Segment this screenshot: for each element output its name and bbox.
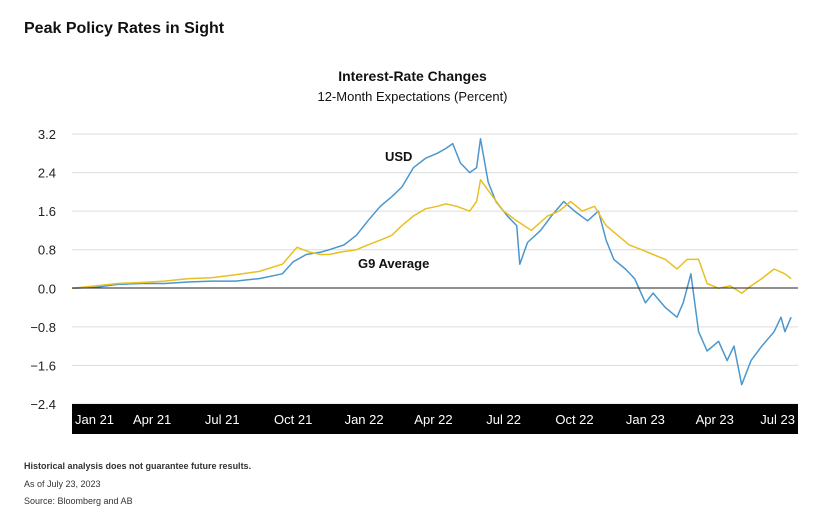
y-axis-tick-labels: 3.2 2.4 1.6 0.8 0.0 −0.8 −1.6 −2.4 <box>30 127 56 412</box>
y-tick-label: 0.8 <box>38 243 56 258</box>
x-tick-label: Apr 21 <box>133 412 171 427</box>
x-tick-label: Jan 21 <box>75 412 114 427</box>
g9-average-series-line <box>71 179 792 294</box>
usd-series-label: USD <box>385 149 412 164</box>
chart-subtitle: 12-Month Expectations (Percent) <box>317 89 508 104</box>
x-tick-label: Jan 23 <box>626 412 665 427</box>
y-tick-label: 1.6 <box>38 204 56 219</box>
y-tick-label: 0.0 <box>38 281 56 296</box>
series-lines <box>71 138 792 386</box>
as-of-note: As of July 23, 2023 <box>24 479 101 489</box>
x-tick-label: Jul 22 <box>486 412 521 427</box>
x-tick-label: Apr 23 <box>696 412 734 427</box>
x-tick-label: Apr 22 <box>414 412 452 427</box>
disclaimer-note: Historical analysis does not guarantee f… <box>24 461 252 471</box>
x-tick-label: Oct 22 <box>555 412 593 427</box>
y-tick-label: −1.6 <box>30 358 56 373</box>
page-title: Peak Policy Rates in Sight <box>24 20 225 37</box>
x-axis-band <box>72 404 798 434</box>
y-tick-label: −0.8 <box>30 320 56 335</box>
x-tick-label: Oct 21 <box>274 412 312 427</box>
x-tick-label: Jul 21 <box>205 412 240 427</box>
y-tick-label: −2.4 <box>30 397 56 412</box>
g9-series-label: G9 Average <box>358 256 429 271</box>
x-tick-label: Jul 23 <box>760 412 795 427</box>
y-tick-label: 2.4 <box>38 166 56 181</box>
source-note: Source: Bloomberg and AB <box>24 496 133 506</box>
y-tick-label: 3.2 <box>38 127 56 142</box>
x-tick-label: Jan 22 <box>345 412 384 427</box>
chart-title: Interest-Rate Changes <box>338 68 487 84</box>
grid-lines <box>72 133 798 405</box>
x-axis-tick-labels: Jan 21 Apr 21 Jul 21 Oct 21 Jan 22 Apr 22 Jul … <box>75 412 795 427</box>
usd-series-line <box>71 138 792 386</box>
